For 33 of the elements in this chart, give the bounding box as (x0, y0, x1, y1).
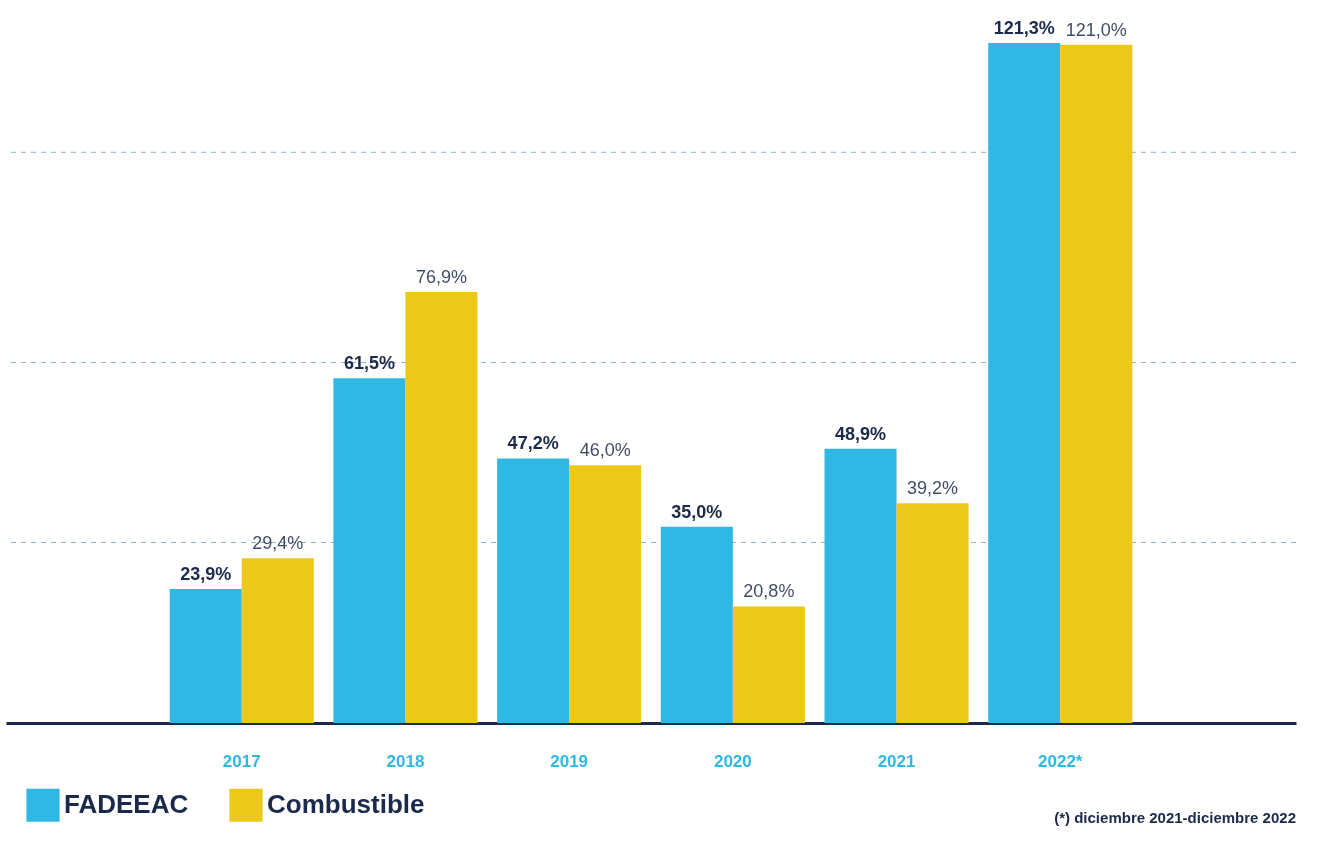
data-label: 46,0% (579, 440, 631, 461)
data-label: 121,3% (993, 18, 1055, 38)
bar (732, 606, 805, 723)
data-label: 35,0% (671, 501, 723, 522)
text: (*) diciembre 2021-diciembre 2022 (1054, 809, 1296, 826)
data-label: 48,9% (835, 423, 887, 444)
x-tick-label: 2017 (222, 751, 261, 771)
x-tick-label: 2022* (1038, 751, 1083, 771)
legend-label: FADEEAC (64, 789, 189, 820)
bar (824, 448, 897, 723)
bar (1060, 44, 1133, 723)
data-label: 47,2% (507, 433, 559, 454)
bar (896, 503, 969, 723)
bar (333, 378, 406, 723)
bar (988, 43, 1061, 723)
x-tick-label: 2019 (550, 751, 589, 771)
data-label: 29,4% (252, 533, 304, 554)
data-label: 20,8% (743, 581, 795, 602)
bar (660, 526, 733, 723)
data-label: 121,0% (1065, 19, 1127, 40)
bar (169, 589, 242, 723)
bar (241, 558, 314, 723)
x-tick-label: 2018 (386, 751, 425, 771)
x-tick-label: 2021 (877, 751, 916, 771)
data-label: 39,2% (907, 478, 959, 499)
x-tick-label: 2020 (713, 751, 752, 771)
bar (569, 465, 642, 723)
data-label: 23,9% (180, 564, 232, 585)
legend-label: Combustible (267, 789, 425, 820)
bar (405, 291, 478, 723)
data-label: 76,9% (415, 266, 467, 287)
data-label: 61,5% (343, 353, 395, 374)
bar (497, 458, 570, 723)
